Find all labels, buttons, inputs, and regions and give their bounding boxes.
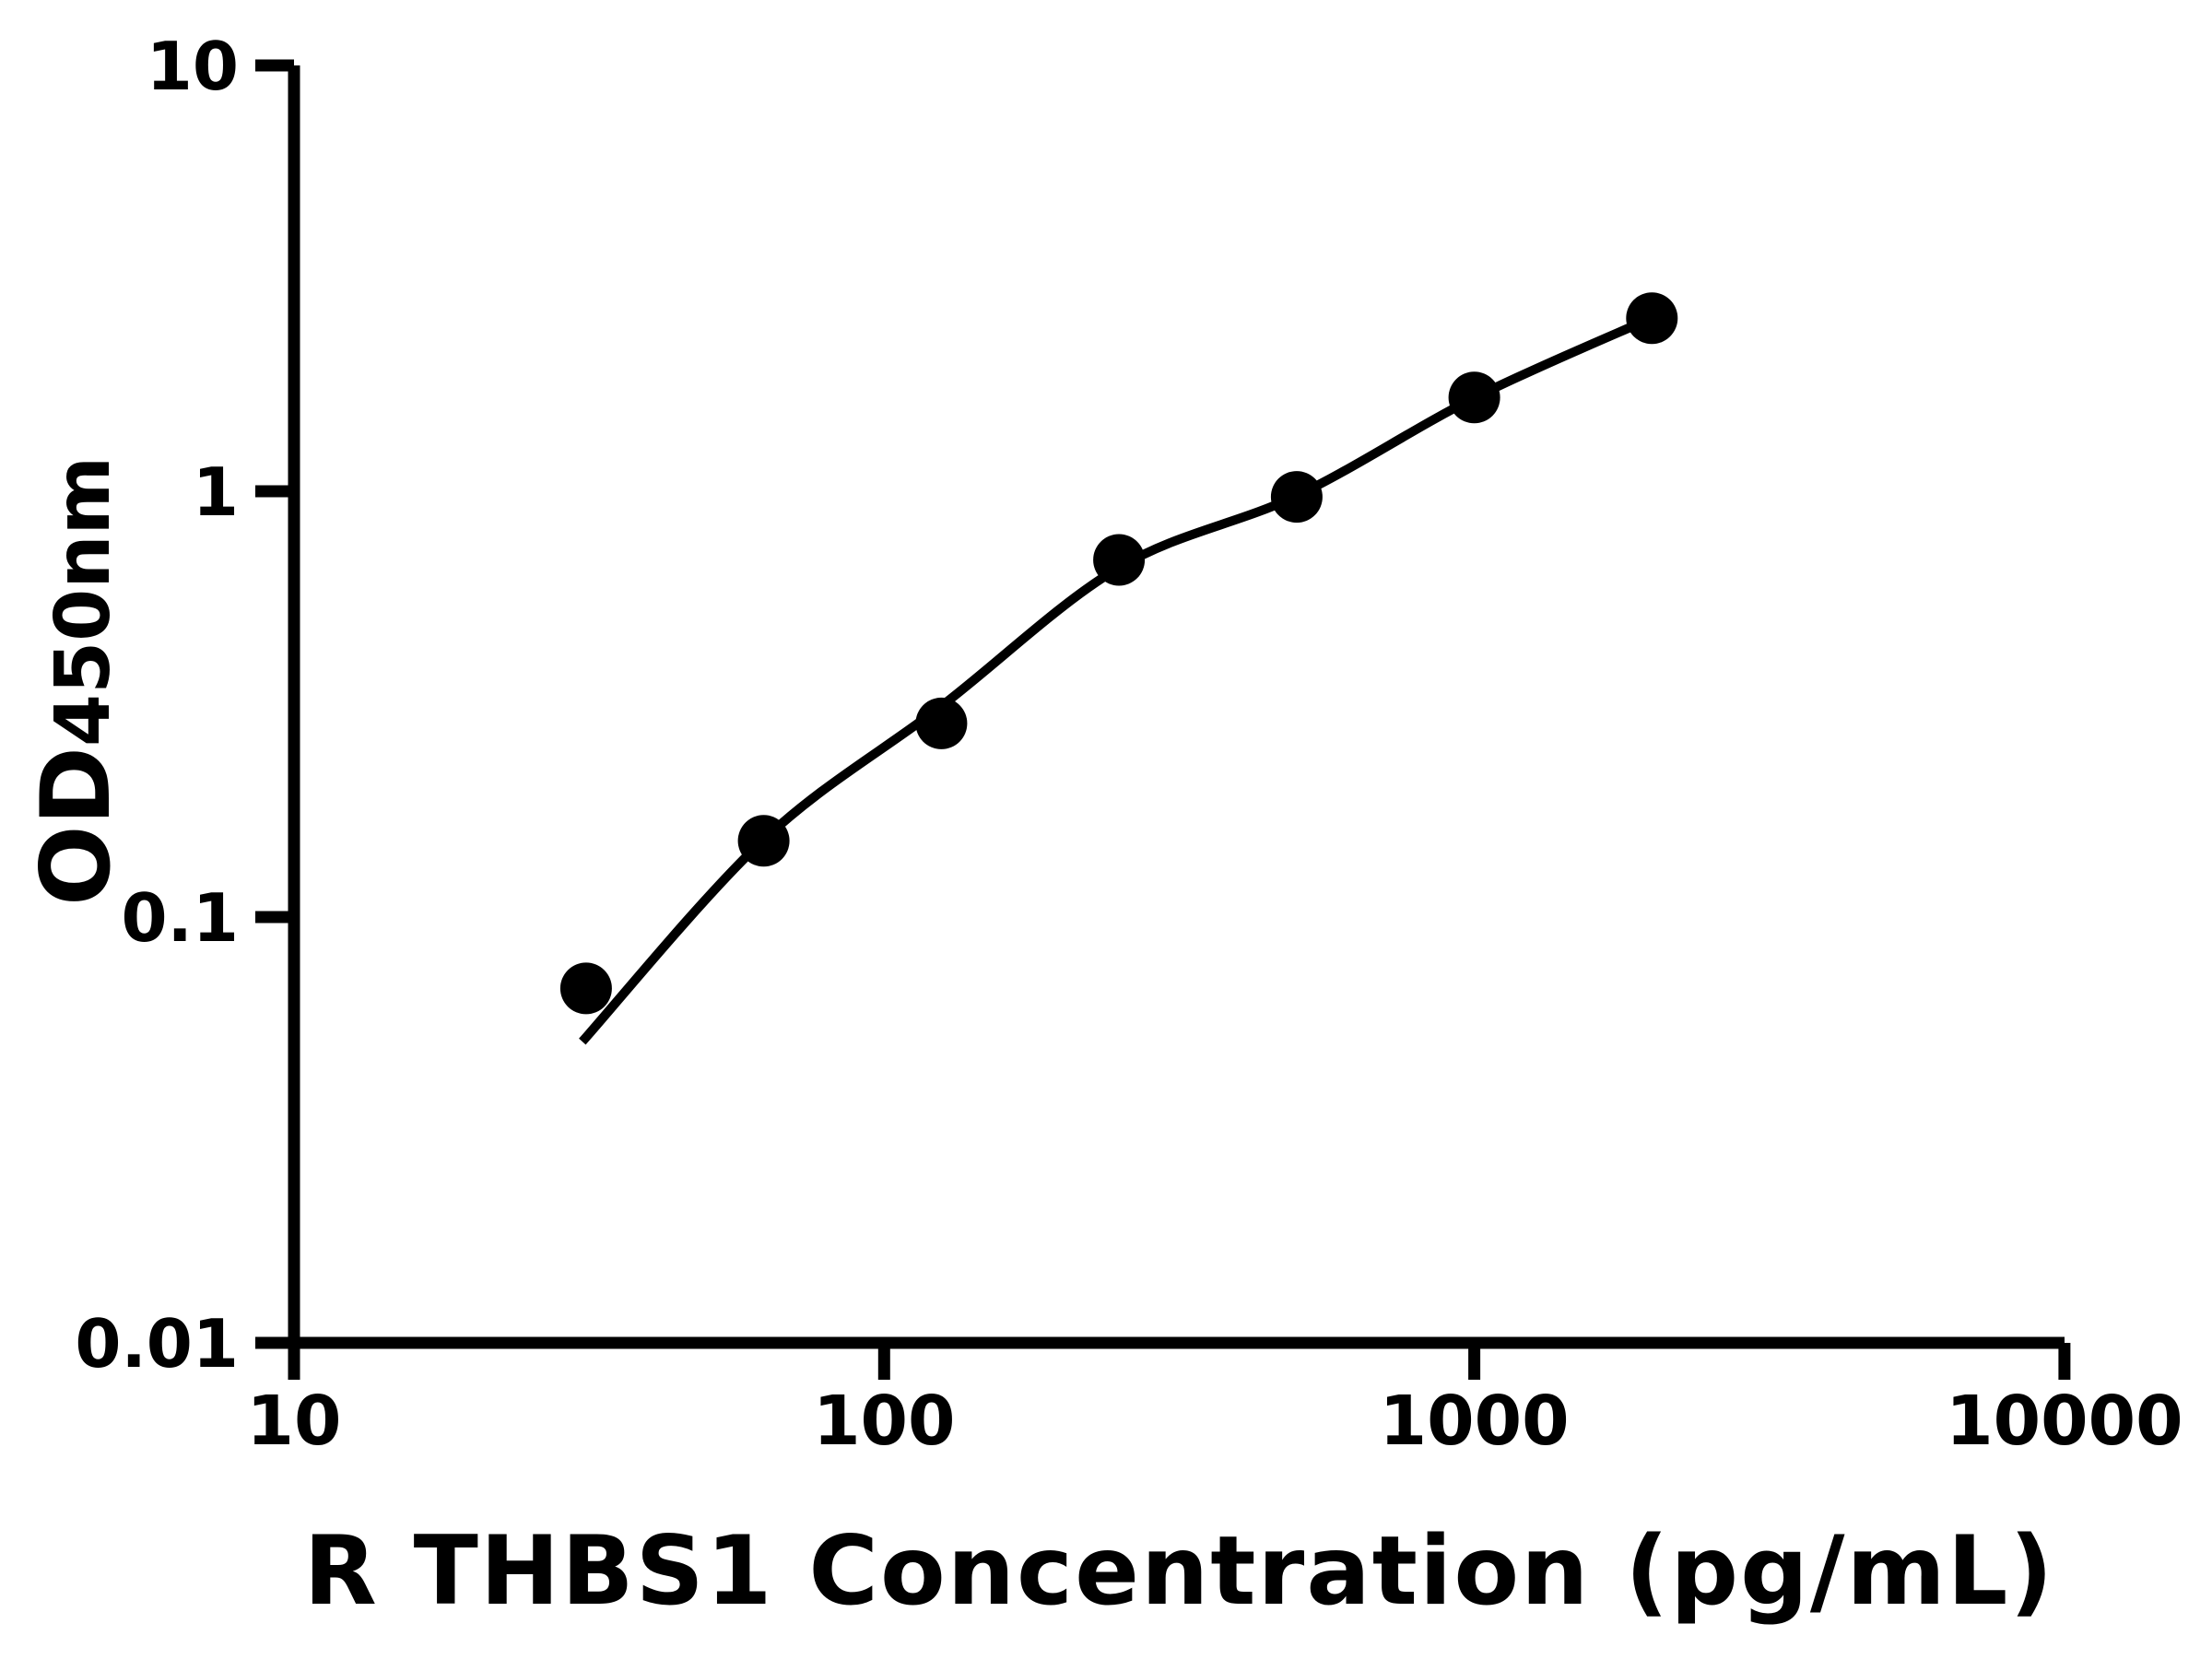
- y-axis-title-main: OD: [21, 747, 132, 906]
- data-point: [737, 815, 790, 867]
- y-tick-label: 0.1: [121, 879, 239, 957]
- x-tick-label: 10000: [1946, 1382, 2183, 1461]
- data-point: [1270, 471, 1323, 524]
- y-tick-label: 1: [193, 453, 239, 531]
- y-axis-title: OD450nm: [21, 456, 132, 906]
- x-tick-label: 100: [813, 1382, 955, 1461]
- data-point: [1448, 371, 1500, 424]
- axis-spine: [288, 65, 2065, 1349]
- y-tick-label: 0.01: [75, 1305, 239, 1382]
- data-point: [1626, 292, 1678, 345]
- x-axis-title: R THBS1 Concentration (pg/mL): [304, 1516, 2055, 1627]
- x-tick-label: 10: [247, 1382, 342, 1461]
- data-point: [559, 962, 612, 1015]
- fit-curve: [579, 313, 1654, 1045]
- y-tick-label: 10: [147, 28, 239, 105]
- y-axis-title-subscript: 450nm: [40, 456, 127, 747]
- data-point: [1093, 534, 1146, 586]
- x-tick-label: 1000: [1380, 1382, 1570, 1461]
- data-point: [915, 697, 968, 749]
